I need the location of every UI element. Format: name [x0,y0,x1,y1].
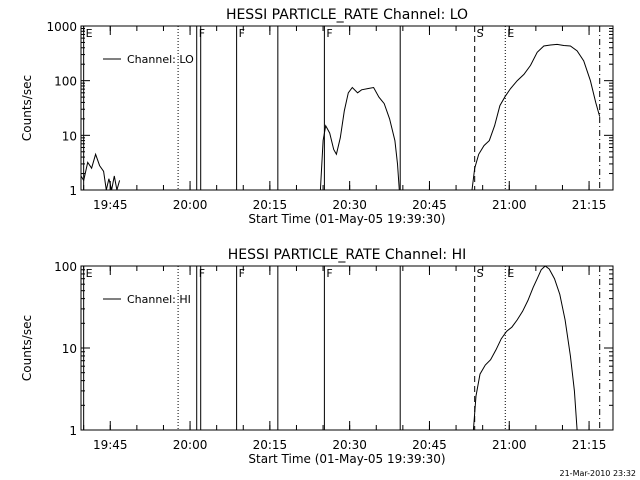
data-series-line [471,43,601,191]
event-marker-label: F [199,267,205,280]
x-tick-label: 20:45 [412,198,447,212]
x-tick-label: 21:00 [492,198,527,212]
x-axis-label: Start Time (01-May-05 19:39:30) [248,212,445,226]
chart-title: HESSI PARTICLE_RATE Channel: LO [226,7,468,23]
y-tick-label: 1000 [46,20,77,34]
legend-label: Channel: LO [127,53,194,66]
event-marker-label: F [326,27,332,40]
plot-frame [80,265,614,431]
data-series-line [472,265,578,431]
x-tick-label: 21:00 [492,438,527,452]
x-axis-label: Start Time (01-May-05 19:39:30) [248,452,445,466]
y-tick-label: 1 [69,424,77,438]
x-tick-label: 20:00 [173,438,208,452]
x-tick-label: 20:15 [253,438,288,452]
data-series-line [319,86,400,191]
event-marker-label: E [507,267,514,280]
y-tick-label: 10 [62,129,77,143]
chart-title: HESSI PARTICLE_RATE Channel: HI [228,247,466,263]
x-tick-label: 19:45 [93,438,128,452]
x-tick-label: 21:15 [572,438,607,452]
event-marker-label: F [239,267,245,280]
event-marker-label: S [477,27,484,40]
y-tick-label: 100 [54,75,77,89]
lo-channel-panel: HESSI PARTICLE_RATE Channel: LO 1 10 100 100… [20,7,614,226]
legend-label: Channel: HI [127,293,191,306]
footer-timestamp: 21-Mar-2010 23:32 [560,469,637,478]
y-tick-label: 100 [54,260,77,274]
x-tick-label: 20:30 [332,198,367,212]
plot-frame [80,25,614,191]
y-axis-label: Counts/sec [20,75,34,141]
y-tick-label: 1 [69,184,77,198]
event-marker-label: S [477,267,484,280]
event-marker-label: E [507,27,514,40]
x-tick-label: 20:00 [173,198,208,212]
event-marker-label: F [239,27,245,40]
data-series-line [80,152,121,191]
y-tick-label: 10 [62,342,77,356]
event-marker-label: F [199,27,205,40]
event-marker-label: E [86,267,93,280]
event-marker-label: E [86,27,93,40]
event-marker-label: F [326,267,332,280]
x-tick-label: 21:15 [572,198,607,212]
x-tick-label: 19:45 [93,198,128,212]
y-axis-label: Counts/sec [20,315,34,381]
x-tick-label: 20:45 [412,438,447,452]
x-tick-label: 20:30 [332,438,367,452]
hi-channel-panel: HESSI PARTICLE_RATE Channel: HI 1 10 100 19:… [20,247,614,466]
x-tick-label: 20:15 [253,198,288,212]
